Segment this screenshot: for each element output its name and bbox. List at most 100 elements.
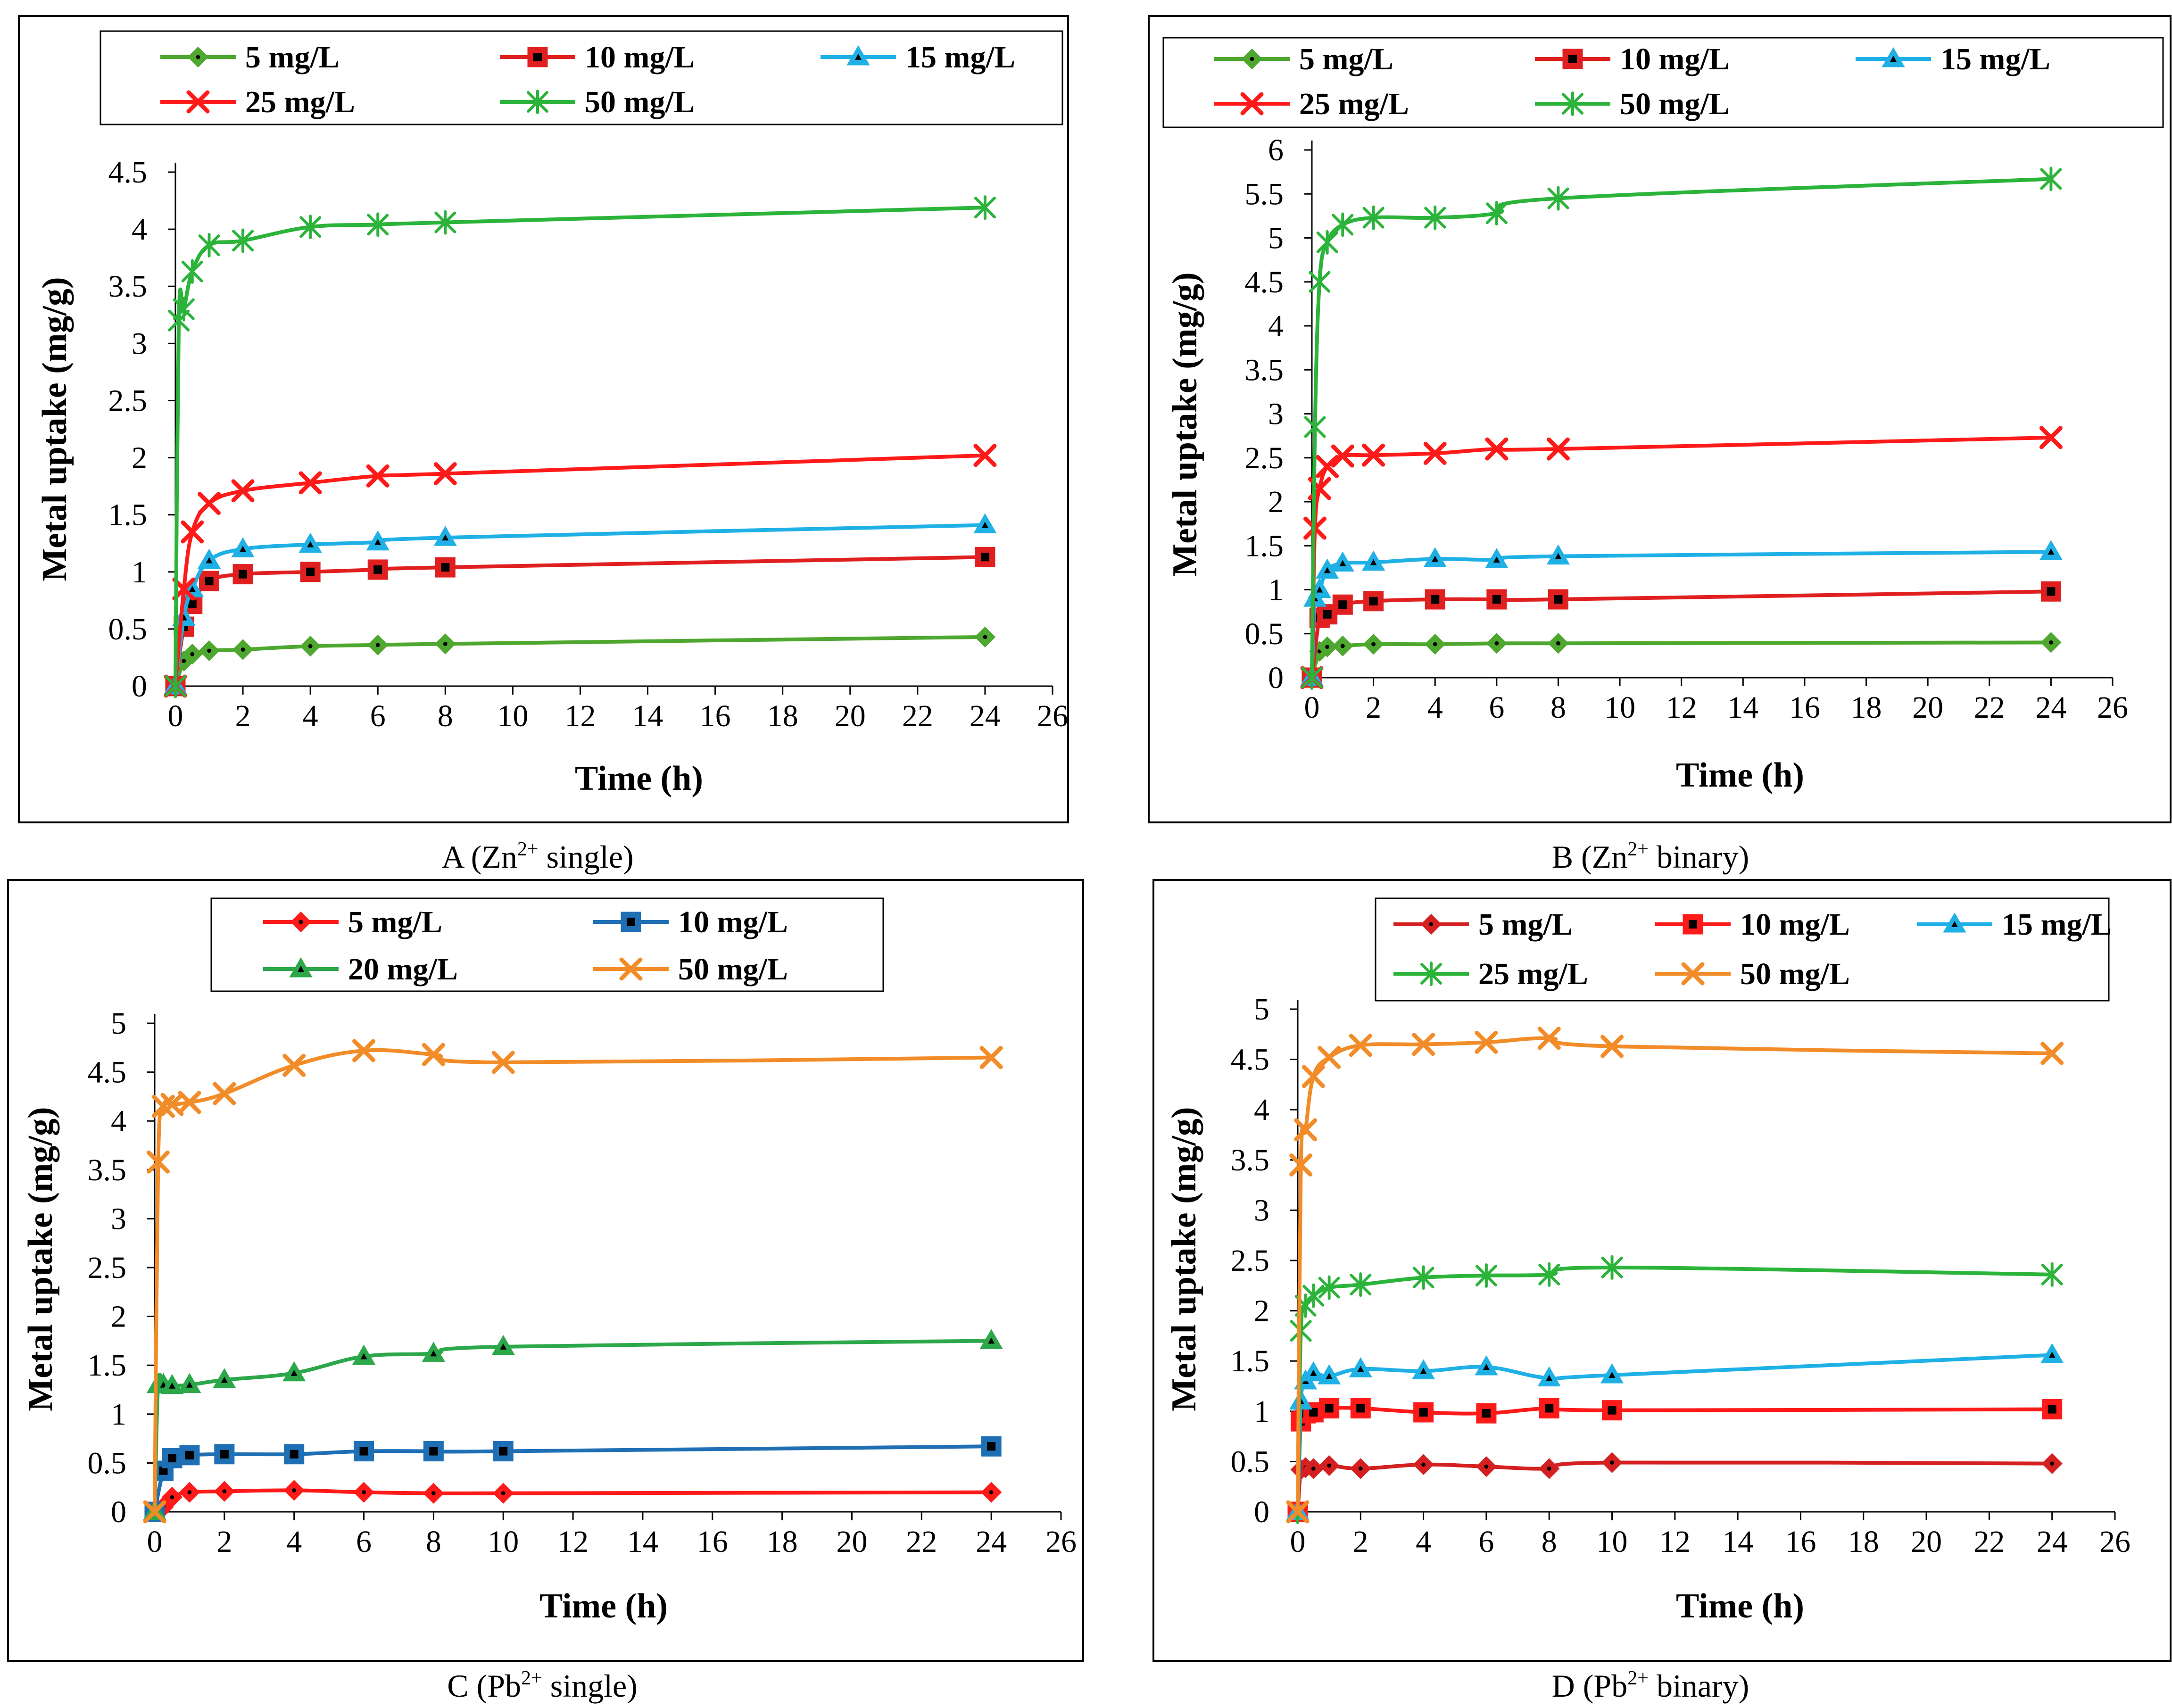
- panel-B-caption: B (Zn2+ binary): [1552, 838, 1749, 875]
- panel-D-x-axis-title: Time (h): [1676, 1587, 1804, 1625]
- panel-C-series-0-point-dot: [187, 1490, 192, 1494]
- panel-A-legend-label: 25 mg/L: [245, 85, 355, 119]
- panel-C-series-1-point-core: [987, 1442, 996, 1451]
- panel-A-legend-item-1: 10 mg/L: [500, 40, 695, 75]
- panel-C-x-tick-label: 16: [697, 1525, 728, 1559]
- panel-A-legend-label: 15 mg/L: [905, 40, 1015, 75]
- panel-C-y-tick-label: 1: [111, 1397, 126, 1432]
- panel-D-caption-suffix: binary): [1649, 1668, 1749, 1704]
- panel-C-series-1-point: [179, 1445, 200, 1466]
- panel-C-x-tick-label: 26: [1045, 1525, 1077, 1559]
- panel-C-series-0-point-dot: [222, 1489, 227, 1493]
- panel-D-legend-swatch-marker: [1681, 962, 1705, 986]
- panel-B-y-tick-label: 0.5: [1245, 617, 1284, 651]
- panel-C-y-tick-label: 2: [111, 1300, 126, 1334]
- panel-B-series-0-point-dot: [1433, 642, 1437, 647]
- panel-A-legend-swatch-marker-core: [533, 53, 542, 61]
- panel-C-x-tick-label: 10: [488, 1525, 519, 1559]
- panel-A-x-tick-label: 26: [1037, 699, 1068, 733]
- panel-D-series-3-point: [1475, 1263, 1497, 1288]
- panel-B-series-3-point: [1362, 443, 1385, 467]
- panel-B-x-tick-label: 24: [2035, 690, 2066, 725]
- panel-A-series-1-point-core: [373, 565, 382, 574]
- panel-B-legend-label: 50 mg/L: [1620, 87, 1730, 121]
- panel-C-y-tick-label: 5: [111, 1006, 126, 1041]
- panel-D-legend-swatch-marker-core: [1689, 920, 1697, 929]
- panel-B-series-3-point: [1423, 441, 1447, 465]
- panel-A-series-1-point-core: [239, 570, 248, 579]
- panel-D-legend-item-3: 25 mg/L: [1393, 957, 1588, 991]
- panel-A-series-3-point: [298, 471, 322, 495]
- panel-D-series-4-point: [1294, 1118, 1318, 1142]
- panel-D-legend-item-0: 5 mg/L: [1393, 907, 1573, 942]
- panel-D-series-1-point-core: [1356, 1404, 1365, 1413]
- panel-D-x-tick-label: 22: [1973, 1525, 2005, 1559]
- panel-D-series-3-point: [1538, 1262, 1560, 1287]
- panel-C-legend-label: 10 mg/L: [678, 905, 788, 939]
- panel-B-series-4-point: [1485, 201, 1508, 226]
- panel-B-y-axis-title: Metal uptake (mg/g): [1166, 272, 1204, 576]
- panel-B-y-tick-label: 5: [1268, 221, 1284, 256]
- panel-D-x-tick-label: 10: [1597, 1525, 1628, 1559]
- panel-A-series-3-point: [366, 464, 390, 488]
- panel-B-x-tick-label: 0: [1304, 690, 1320, 725]
- panel-C-x-tick-label: 8: [426, 1525, 441, 1559]
- panel-D-series-1-point-core: [1545, 1404, 1554, 1413]
- panel-B-legend-swatch-marker-core: [1568, 55, 1577, 63]
- panel-A-legend-item-2: 15 mg/L: [821, 40, 1015, 75]
- panel-B-legend-label: 5 mg/L: [1299, 42, 1393, 76]
- panel-B-series-4-point: [1362, 205, 1384, 230]
- panel-D-series-4: [1286, 1027, 2064, 1524]
- panel-B-x-axis-title: Time (h): [1676, 756, 1804, 795]
- panel-D-series-4-point: [1302, 1065, 1325, 1088]
- panel-D-y-tick-label: 2: [1254, 1294, 1269, 1328]
- panel-C-series-2-point-core: [360, 1353, 367, 1360]
- panel-B-series-2-point-core: [1339, 560, 1346, 566]
- panel-D-legend-label: 15 mg/L: [2002, 907, 2112, 942]
- panel-B-series-2-point-core: [2048, 548, 2055, 555]
- panel-D-series-2-point-core: [1420, 1368, 1427, 1374]
- panel-B-series-3-point: [1316, 455, 1339, 478]
- panel-B-series-1-point: [1363, 591, 1384, 612]
- panel-A-frame: [18, 15, 1069, 823]
- panel-B-series-1-point-core: [2047, 587, 2056, 596]
- panel-C-x-tick-label: 4: [286, 1525, 302, 1559]
- panel-D-series-1-point-core: [1309, 1408, 1318, 1417]
- panel-B-y-tick-label: 4.5: [1245, 265, 1284, 299]
- panel-D-y-axis-title: Metal uptake (mg/g): [1165, 1107, 1203, 1411]
- panel-C-y-tick-label: 1.5: [88, 1348, 127, 1383]
- panel-D-legend-label: 5 mg/L: [1478, 907, 1573, 942]
- panel-A-series-2-point-core: [206, 557, 213, 564]
- panel-A-caption-prefix: A (Zn: [441, 839, 517, 875]
- panel-C-series-0-point-dot: [431, 1491, 436, 1496]
- panel-B-y-tick-label: 4: [1268, 309, 1284, 343]
- panel-C-series-2-point-core: [221, 1376, 228, 1383]
- panel-C-x-axis-title: Time (h): [539, 1587, 668, 1625]
- panel-A-x-tick-label: 2: [235, 699, 251, 733]
- panel-B-series-1-point-core: [1554, 595, 1563, 604]
- panel-D-plot: 0 2 4 6 8 10 12 14 16 18 20 22 24 2600.511.522.533.54…: [1231, 992, 2131, 1559]
- panel-A-series-1-point-core: [980, 553, 989, 562]
- panel-A-x-tick-label: 18: [767, 699, 798, 733]
- panel-B-x-tick-label: 20: [1912, 690, 1943, 725]
- panel-D-series-3-point: [1318, 1275, 1340, 1300]
- panel-A-series-4-point: [173, 297, 195, 322]
- panel-B-series-1-point-core: [1338, 600, 1347, 609]
- panel-D-frame: [1152, 879, 2172, 1662]
- panel-D-series-0-point-dot: [1327, 1463, 1332, 1468]
- panel-A-series-3-point: [231, 479, 255, 503]
- panel-D-series-2-point-core: [1546, 1375, 1553, 1381]
- panel-C-y-tick-label: 0: [111, 1495, 126, 1529]
- panel-C-series-2-point-core: [988, 1337, 995, 1344]
- panel-C-legend-label: 20 mg/L: [348, 952, 458, 987]
- panel-A-x-tick-label: 22: [902, 699, 933, 733]
- panel-C-legend-item-1: 10 mg/L: [593, 905, 788, 939]
- panel-B-series-2-point-core: [1432, 556, 1439, 562]
- panel-A-series-2-point-core: [442, 534, 449, 541]
- panel-D-y-tick-label: 3.5: [1231, 1143, 1270, 1177]
- panel-C-caption-superscript: 2+: [521, 1667, 542, 1689]
- panel-C-series-2-point-core: [500, 1343, 507, 1350]
- panel-A-series-2-point-core: [189, 586, 196, 592]
- panel-D-y-tick-label: 2.5: [1231, 1244, 1270, 1278]
